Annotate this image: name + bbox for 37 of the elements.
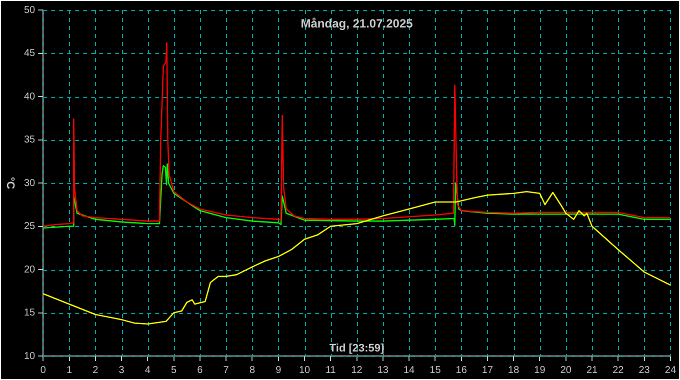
text: Måndag, 21.07.2025: [300, 16, 414, 30]
y-tick-label: 25: [24, 221, 36, 232]
x-tick-label: 2: [92, 364, 99, 376]
y-tick-label: 50: [24, 4, 36, 16]
y-tick-label: 20: [24, 264, 36, 276]
x-tick-label: 1: [66, 364, 72, 376]
x-tick-label: 18: [508, 364, 520, 376]
x-tick-label: 23: [638, 364, 650, 376]
x-tick-label: 22: [612, 364, 624, 376]
x-tick-label: 8: [249, 364, 256, 376]
y-tick-label: 40: [24, 91, 36, 102]
x-tick-label: 11: [325, 364, 336, 376]
x-tick-label: 9: [276, 364, 282, 376]
x-tick-label: 24: [664, 364, 676, 376]
x-tick-label: 21: [586, 364, 598, 376]
x-tick-label: 15: [430, 364, 442, 376]
x-tick-label: 0: [40, 364, 46, 376]
y-tick-label: 35: [24, 134, 36, 146]
y-tick-label: 15: [24, 308, 36, 318]
y-tick-label: 10: [24, 350, 36, 362]
x-axis-title: Tid [23:59]: [329, 342, 385, 355]
x-tick-label: 5: [171, 364, 178, 376]
x-tick-label: 16: [456, 364, 468, 376]
x-tick-label: 3: [118, 364, 125, 376]
x-tick-label: 6: [197, 364, 204, 376]
x-tick-label: 20: [560, 364, 572, 376]
y-tick-label: 45: [24, 48, 36, 59]
x-tick-label: 12: [351, 364, 363, 376]
x-tick-label: 13: [377, 364, 389, 376]
x-tick-label: 17: [482, 364, 494, 376]
y-tick-label: 30: [24, 178, 36, 189]
x-tick-label: 10: [298, 364, 311, 376]
x-tick-label: 7: [223, 364, 230, 376]
y-axis-title: °C: [4, 176, 16, 190]
x-tick-label: 4: [144, 364, 151, 376]
x-tick-label: 14: [403, 364, 416, 376]
x-tick-label: 19: [534, 364, 546, 376]
